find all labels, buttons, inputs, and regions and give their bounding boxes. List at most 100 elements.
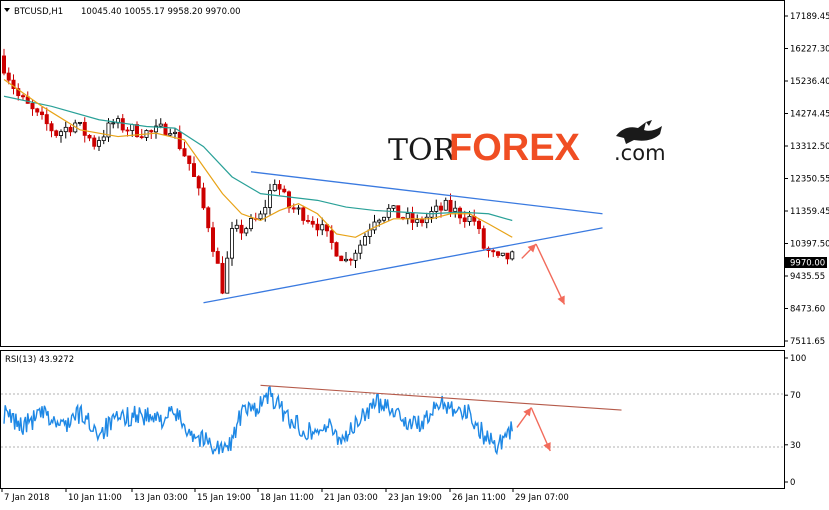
rsi-tick-label: 70 xyxy=(790,391,801,401)
candle-body xyxy=(362,236,367,246)
candle xyxy=(229,221,234,266)
candle-body xyxy=(510,251,515,260)
rsi-panel-frame xyxy=(0,350,785,489)
candle xyxy=(78,121,83,126)
candle xyxy=(210,221,215,257)
candle xyxy=(443,197,448,211)
candle-body xyxy=(87,134,92,139)
candle-body xyxy=(111,122,116,125)
candle-body xyxy=(491,250,496,253)
candle xyxy=(424,212,429,229)
candle-body xyxy=(448,199,453,212)
candle xyxy=(6,67,11,85)
candle-body xyxy=(386,207,391,218)
candle xyxy=(44,107,49,131)
candle xyxy=(177,125,182,151)
candle-body xyxy=(158,123,163,127)
dropdown-triangle-icon[interactable] xyxy=(4,8,10,12)
candle xyxy=(386,204,391,222)
candle xyxy=(11,74,16,95)
rsi-layer xyxy=(3,384,622,456)
candle-body xyxy=(277,184,282,190)
time-tick-label: 13 Jan 03:00 xyxy=(134,493,188,503)
candle xyxy=(267,183,272,215)
candle-body xyxy=(201,187,206,209)
candle xyxy=(348,257,353,266)
candle-body xyxy=(2,55,7,74)
candle-body xyxy=(30,102,35,110)
candle-body xyxy=(196,176,201,189)
candle xyxy=(63,121,68,139)
candle-body xyxy=(263,207,268,215)
candle-body xyxy=(457,207,462,219)
candle-body xyxy=(101,136,106,141)
candle xyxy=(495,250,500,258)
candle-body xyxy=(286,191,291,209)
bull-bear-icon xyxy=(616,120,662,144)
trendline-lower xyxy=(203,227,603,304)
candle-body xyxy=(182,148,187,157)
candle xyxy=(419,216,424,227)
current-price-tag xyxy=(785,257,827,268)
candle xyxy=(158,118,163,129)
rsi-tick-label: 100 xyxy=(790,354,806,364)
candle-body xyxy=(391,205,396,209)
candle-body xyxy=(282,188,287,193)
candle-body xyxy=(339,255,344,262)
current-price-text: 9970.00 xyxy=(790,259,825,269)
candle-body xyxy=(139,136,144,139)
candle-body xyxy=(220,262,225,294)
candle xyxy=(92,135,97,150)
candle-body xyxy=(500,252,505,256)
candle-body xyxy=(353,252,358,261)
candle-body xyxy=(424,216,429,224)
candle xyxy=(82,117,87,143)
candle xyxy=(68,125,73,137)
candle-body xyxy=(20,95,25,98)
rsi-forecast-arrow xyxy=(516,407,551,452)
candle-body xyxy=(296,207,301,210)
candle xyxy=(97,136,102,152)
candle xyxy=(438,202,443,218)
candle xyxy=(415,214,420,227)
candle-body xyxy=(291,207,296,210)
candle xyxy=(49,121,54,138)
candle xyxy=(296,205,301,215)
candle xyxy=(206,206,211,233)
candle-body xyxy=(343,258,348,262)
candle xyxy=(334,241,339,257)
price-tick-label: 8473.60 xyxy=(790,305,825,315)
candle xyxy=(101,129,106,145)
candle xyxy=(324,224,329,237)
candle xyxy=(20,93,25,100)
candle-body xyxy=(25,96,30,104)
candle-body xyxy=(415,219,420,223)
candle-body xyxy=(59,131,64,136)
candle-body xyxy=(272,184,277,192)
candle xyxy=(476,219,481,234)
candle xyxy=(339,255,344,262)
candle xyxy=(16,83,21,101)
forecast-arrow-segment xyxy=(535,243,566,305)
candle xyxy=(196,175,201,196)
price-tick-label: 7511.65 xyxy=(790,337,825,347)
candle-body xyxy=(16,88,21,97)
candle-body xyxy=(434,205,439,212)
candle xyxy=(381,216,386,223)
candle xyxy=(286,190,291,213)
time-tick-label: 15 Jan 19:00 xyxy=(197,493,251,503)
candle-body xyxy=(419,219,424,224)
candle xyxy=(434,199,439,220)
logo-text-com: .com xyxy=(614,141,666,165)
time-tick-label: 21 Jan 03:00 xyxy=(324,493,378,503)
candle-body xyxy=(54,130,59,136)
candle xyxy=(481,225,486,250)
candle xyxy=(215,247,220,264)
candle xyxy=(320,217,325,236)
candle xyxy=(191,156,196,177)
candle xyxy=(457,206,462,225)
candle xyxy=(163,122,168,136)
candle-body xyxy=(334,242,339,257)
price-tick-label: 17189.45 xyxy=(790,12,829,22)
